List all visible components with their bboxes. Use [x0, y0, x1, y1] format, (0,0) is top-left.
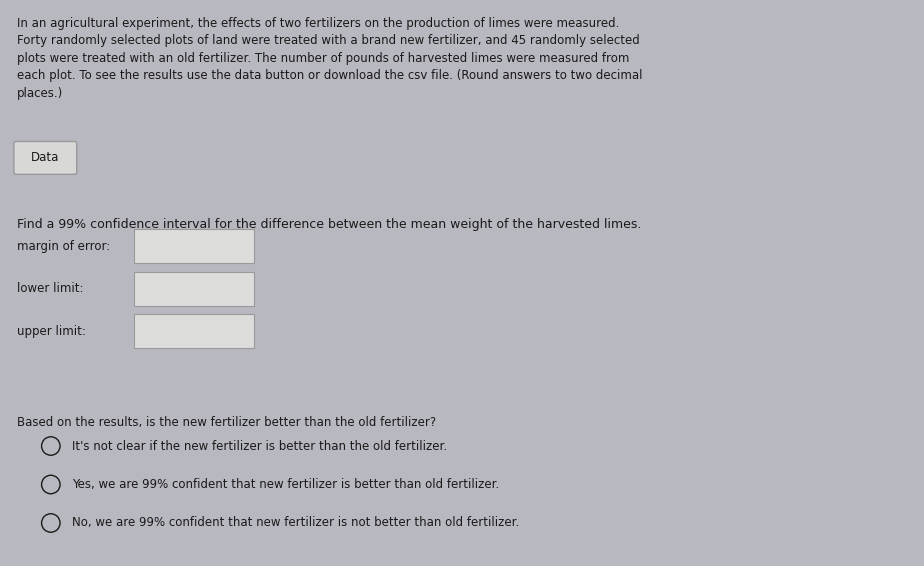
Text: It's not clear if the new fertilizer is better than the old fertilizer.: It's not clear if the new fertilizer is … [72, 440, 447, 452]
Text: margin of error:: margin of error: [17, 240, 110, 252]
FancyBboxPatch shape [14, 142, 77, 174]
FancyBboxPatch shape [134, 314, 254, 348]
Text: Data: Data [31, 152, 59, 164]
Text: Based on the results, is the new fertilizer better than the old fertilizer?: Based on the results, is the new fertili… [17, 416, 436, 429]
Text: lower limit:: lower limit: [17, 282, 83, 295]
Text: In an agricultural experiment, the effects of two fertilizers on the production : In an agricultural experiment, the effec… [17, 17, 642, 100]
Text: upper limit:: upper limit: [17, 325, 86, 337]
FancyBboxPatch shape [134, 229, 254, 263]
Text: Yes, we are 99% confident that new fertilizer is better than old fertilizer.: Yes, we are 99% confident that new ferti… [72, 478, 499, 491]
Text: Find a 99% confidence interval for the difference between the mean weight of the: Find a 99% confidence interval for the d… [17, 218, 641, 231]
FancyBboxPatch shape [134, 272, 254, 306]
Text: No, we are 99% confident that new fertilizer is not better than old fertilizer.: No, we are 99% confident that new fertil… [72, 517, 519, 529]
